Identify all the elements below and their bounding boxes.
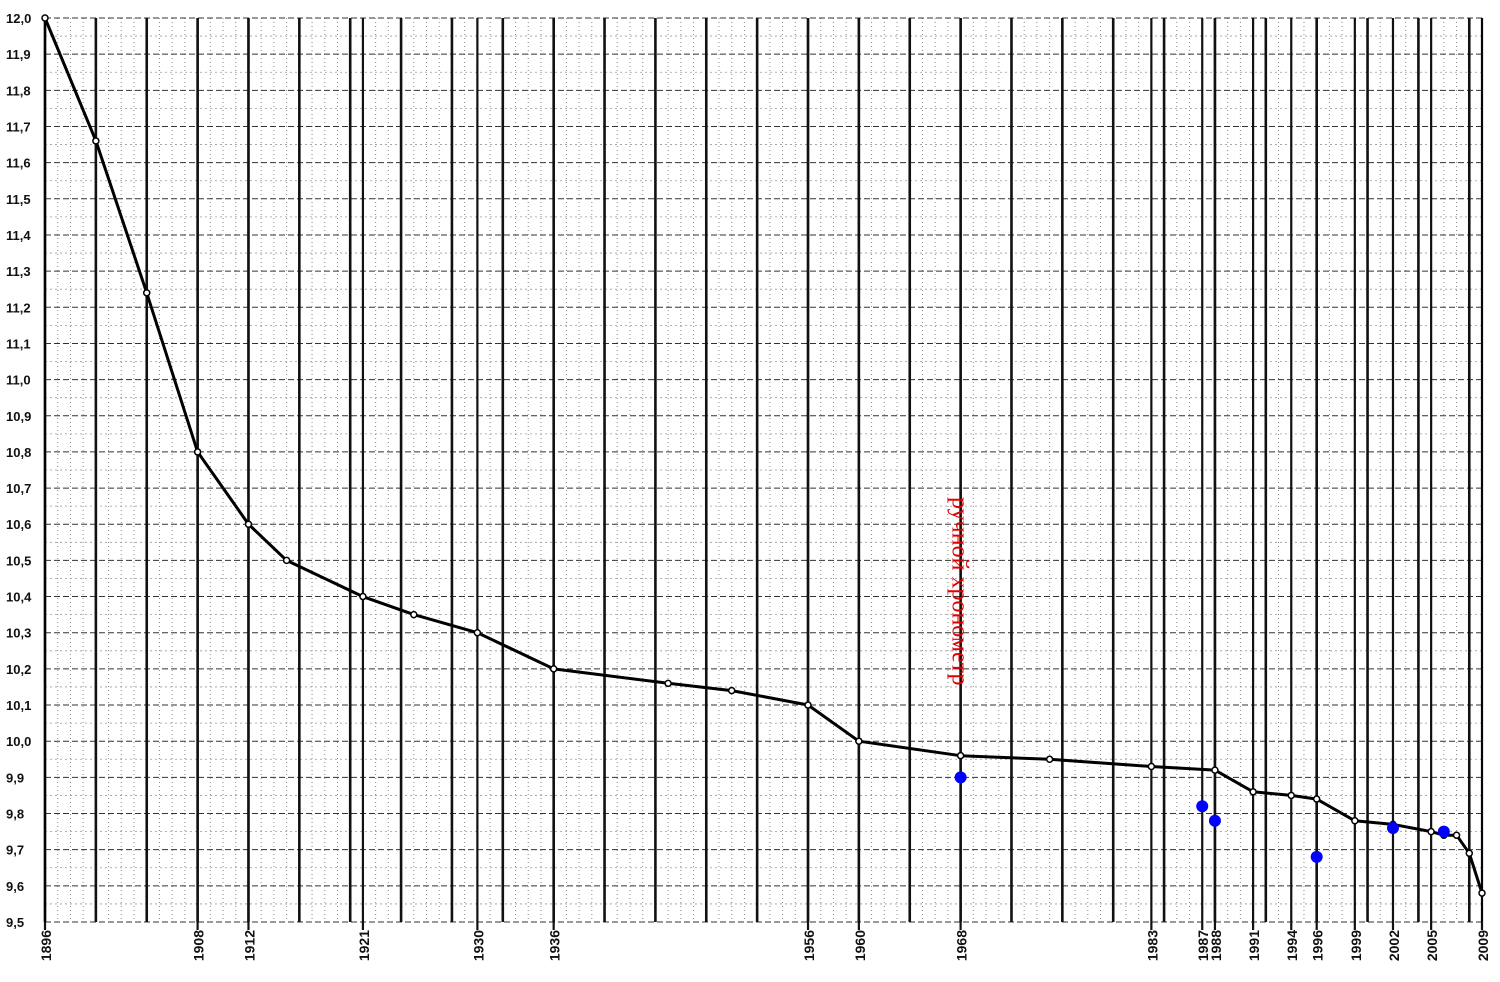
y-tick-label: 10,4 [6,590,32,605]
blue-point [954,771,967,784]
blue-point [1196,800,1209,813]
x-tick-label: 1983 [1144,930,1160,961]
y-tick-label: 10,0 [6,734,31,749]
y-tick-label: 11,6 [6,156,31,171]
record-marker [1312,795,1321,803]
y-tick-label: 9,5 [6,915,24,930]
record-marker [956,751,965,760]
record-marker [92,137,100,145]
x-tick-label: 1996 [1310,930,1326,961]
record-marker [664,679,672,688]
record-marker [1478,889,1486,897]
series-layer [41,14,1486,897]
x-tick-label: 1936 [547,930,563,961]
y-tick-label: 9,8 [6,807,24,822]
record-marker [1249,788,1257,796]
record-marker [1452,831,1461,839]
y-tick-label: 11,2 [6,300,31,315]
record-marker [1427,827,1435,836]
x-tick-label: 1921 [356,930,372,961]
x-tick-label: 2005 [1424,930,1440,961]
y-tick-label: 10,5 [6,553,31,568]
record-marker [1465,849,1474,858]
y-tick-label: 10,9 [6,409,31,424]
record-marker [1211,766,1219,774]
y-tick-label: 11,9 [6,47,31,62]
x-tick-label: 1896 [38,930,54,961]
x-tick-label: 1968 [954,930,970,961]
record-marker [549,665,558,673]
x-tick-label: 1987 [1195,930,1211,961]
hand-timing-annotation: ручной хронометр [947,497,973,685]
x-tick-label: 1999 [1348,930,1364,961]
y-tick-label: 9,6 [6,879,24,894]
record-marker [1351,817,1359,825]
record-marker [359,592,367,601]
y-tick-label: 11,3 [6,264,31,279]
y-tick-label: 11,8 [6,83,31,98]
blue-point [1386,821,1399,834]
record-marker [1147,762,1156,771]
record-marker [41,14,49,22]
x-tick-label: 1956 [801,930,817,961]
x-tick-label: 1991 [1246,930,1262,961]
record-line [43,17,1484,894]
y-tick-label: 11,0 [6,373,31,388]
y-tick-label: 10,3 [6,626,31,641]
blue-point [1208,814,1221,827]
y-tick-label: 12,0 [6,11,31,26]
y-tick-label: 10,1 [6,698,31,713]
blue-point [1437,825,1450,838]
x-tick-label: 2002 [1386,930,1402,961]
record-marker [282,556,291,565]
x-tick-label: 2009 [1475,930,1491,961]
blue-point [1310,850,1323,863]
y-tick-label: 11,4 [6,228,31,243]
record-marker [804,701,812,709]
record-marker [193,448,202,456]
record-marker [244,520,253,528]
record-marker [1045,755,1054,764]
record-marker [473,628,482,637]
x-tick-label: 1930 [470,930,486,961]
y-tick-label: 11,5 [6,192,31,207]
annotation-layer: ручной хронометр [947,497,973,685]
y-tick-label: 9,7 [6,843,24,858]
record-marker [855,737,863,745]
x-tick-label: 1994 [1284,930,1300,961]
y-tick-label: 10,6 [6,517,31,532]
record-marker [142,289,151,297]
record-marker [410,610,418,619]
x-tick-label: 1988 [1208,930,1224,961]
y-tick-label: 10,7 [6,481,31,496]
y-tick-label: 11,7 [6,119,31,134]
y-tick-label: 11,1 [6,336,31,351]
x-tick-label: 1908 [191,930,207,961]
record-marker [1287,791,1295,800]
y-tick-label: 10,8 [6,445,31,460]
x-tick-label: 1960 [852,930,868,961]
y-tick-label: 9,9 [6,770,24,785]
y-tick-label: 10,2 [6,662,31,677]
x-tick-label: 1912 [241,930,257,961]
points-layer [954,771,1450,863]
record-marker [727,686,736,695]
axis-layer: 12,0 11,9 11,8 11,7 11,6 11,5 11,4 11,3 11,2 11,1… [6,11,1491,961]
